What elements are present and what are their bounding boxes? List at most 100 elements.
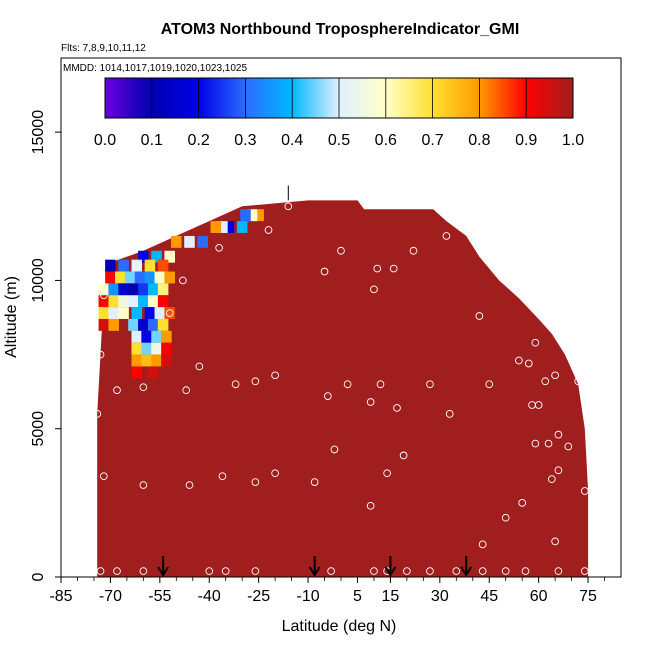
observation-point [165, 309, 174, 317]
heatmap-cell [115, 271, 126, 284]
heatmap-cell [147, 283, 159, 296]
x-tick-label: 75 [579, 588, 597, 605]
observation-point [327, 567, 335, 575]
observation-point [501, 567, 510, 575]
heatmap-cell [131, 354, 143, 367]
x-tick-label: 30 [431, 588, 449, 605]
observation-point [534, 401, 543, 409]
x-tick-label: -85 [49, 588, 72, 605]
dates-label: MMDD: 1014,1017,1019,1020,1023,1025 [63, 63, 247, 74]
observation-point [574, 377, 583, 386]
heatmap-cell [131, 330, 143, 343]
observation-point [179, 276, 187, 285]
colorbar-tick-label: 0.1 [141, 132, 163, 149]
observation-point [564, 442, 573, 451]
chart-title: ATOM3 Northbound TroposphereIndicator_GM… [161, 21, 520, 38]
observation-point [221, 567, 230, 575]
heatmap-cell [157, 295, 169, 308]
observation-point [215, 243, 223, 252]
heatmap-cell [197, 235, 208, 248]
observation-point [113, 386, 121, 395]
heatmap-cell [124, 271, 136, 284]
observation-point [531, 439, 540, 448]
observation-point [251, 567, 260, 575]
observation-point [524, 359, 533, 368]
observation-point [452, 567, 461, 575]
plot-area [93, 185, 589, 577]
flight-arrow-head [157, 566, 169, 577]
heatmap-cell [131, 259, 143, 272]
colorbar-tick-label: 0.5 [328, 132, 350, 149]
flight-arrow-head [384, 566, 397, 577]
heatmap-cell [138, 295, 149, 308]
observation-point [284, 202, 293, 211]
observation-point [139, 481, 148, 489]
heatmap-cell [134, 271, 146, 284]
x-tick-label: -70 [99, 588, 122, 605]
heatmap-cell [141, 330, 152, 343]
heatmap-cell [223, 221, 235, 233]
flights-label: Flts: 7,8,9,10,11,12 [61, 43, 146, 54]
heatmap-cell [118, 259, 129, 272]
colorbar-tick-label: 0.9 [515, 132, 537, 149]
x-tick-label: -25 [247, 588, 270, 605]
observation-point [99, 472, 108, 481]
observation-point [521, 567, 530, 575]
observation-point [310, 478, 319, 486]
observation-point [580, 567, 589, 575]
heatmap-cell [184, 235, 195, 248]
observation-point [531, 338, 540, 347]
observation-point [518, 499, 527, 507]
observation-point [376, 380, 385, 389]
observation-point [271, 469, 279, 478]
heatmap-cell [138, 250, 149, 263]
heatmap-cell [151, 354, 162, 367]
heatmap-cell [141, 342, 152, 355]
observation-point [475, 312, 484, 320]
heatmap-cell [144, 259, 156, 272]
x-axis: -85 -70 -55 -40 -25 -10 5 15 30 45 60 75 [49, 577, 605, 605]
observation-point [96, 567, 105, 575]
observation-point [366, 501, 375, 510]
y-axis: 0 5000 10000 15000 [30, 110, 61, 581]
observation-point [271, 371, 279, 380]
heatmap-cell [161, 354, 172, 367]
heatmap-cell [108, 295, 119, 308]
observation-point [445, 410, 454, 418]
heatmap-cell [138, 318, 149, 331]
observation-point [139, 383, 148, 392]
heatmap-cell [161, 342, 172, 355]
y-tick-label: 10000 [30, 258, 47, 303]
heatmap-cell [105, 259, 116, 272]
colorbar-tick-label: 0.3 [234, 132, 256, 149]
x-tick-label: 5 [353, 588, 362, 605]
y-tick-label: 0 [30, 572, 47, 581]
heatmap-cell [161, 330, 172, 343]
observation-point [99, 291, 108, 300]
curtain-envelope [97, 200, 589, 577]
heatmap-cell [141, 354, 152, 367]
observation-point [541, 377, 550, 386]
heatmap-cell [131, 342, 143, 355]
observation-point [554, 567, 563, 575]
heatmap-cell [157, 259, 169, 272]
observation-point [96, 350, 105, 359]
observation-point [195, 362, 204, 371]
observation-point [554, 466, 563, 475]
heatmap-cell [157, 318, 169, 331]
heatmap-cell [105, 271, 116, 284]
observation-point [370, 567, 378, 575]
flight-arrow-head [460, 566, 473, 577]
x-axis-label: Latitude (deg N) [282, 618, 397, 635]
observation-point [485, 380, 494, 389]
heatmap-cell [128, 295, 139, 308]
heatmap-cell [118, 307, 129, 319]
x-tick-label: 15 [382, 588, 400, 605]
observation-point [478, 540, 487, 549]
heatmap-cell [253, 209, 264, 222]
observation-point [320, 267, 329, 276]
observation-point [264, 226, 273, 234]
observation-point [544, 439, 553, 448]
heatmap-cell [164, 307, 175, 319]
